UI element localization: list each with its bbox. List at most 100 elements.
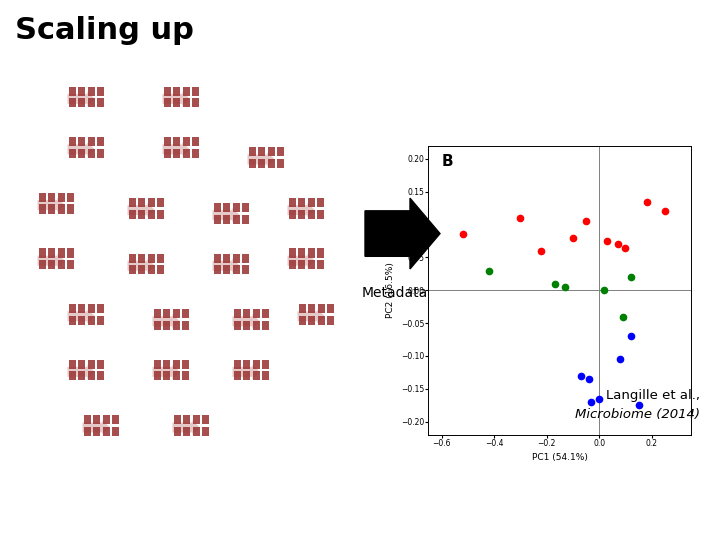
Bar	[307, 210, 315, 219]
Bar	[299, 316, 306, 325]
FancyArrow shape	[287, 203, 315, 217]
Bar	[97, 87, 104, 96]
Bar	[268, 159, 275, 168]
Bar	[97, 360, 104, 369]
FancyArrow shape	[83, 420, 110, 435]
Bar	[48, 193, 55, 202]
Bar	[289, 248, 296, 258]
Bar	[262, 321, 269, 330]
Bar	[248, 147, 256, 157]
Bar	[182, 372, 189, 381]
Bar	[318, 210, 324, 219]
Bar	[174, 427, 181, 436]
Text: .ca: .ca	[695, 509, 713, 522]
Bar	[318, 304, 325, 313]
Text: Microbiome (2014): Microbiome (2014)	[575, 408, 700, 421]
Bar	[129, 265, 135, 274]
Bar	[318, 248, 324, 258]
Bar	[68, 360, 76, 369]
Bar	[234, 360, 240, 369]
Bar	[174, 98, 180, 107]
Bar	[214, 254, 221, 262]
FancyArrow shape	[212, 208, 240, 222]
FancyArrow shape	[68, 364, 95, 379]
Bar	[78, 372, 85, 381]
FancyArrow shape	[153, 364, 180, 379]
Bar	[68, 137, 76, 146]
Bar	[78, 98, 85, 107]
Bar	[233, 203, 240, 212]
FancyArrow shape	[248, 152, 275, 167]
Bar	[183, 415, 190, 424]
Bar	[253, 321, 260, 330]
Bar	[233, 214, 240, 224]
FancyArrow shape	[68, 142, 95, 157]
Bar	[153, 321, 161, 330]
Bar	[48, 260, 55, 269]
Bar	[129, 254, 135, 262]
Bar	[88, 372, 95, 381]
Bar	[289, 210, 296, 219]
Bar	[78, 137, 85, 146]
Bar	[318, 198, 324, 207]
Bar	[163, 98, 171, 107]
Bar	[262, 372, 269, 381]
Bar	[78, 316, 85, 325]
FancyArrow shape	[37, 253, 65, 268]
Bar	[68, 316, 76, 325]
Bar	[84, 415, 91, 424]
Bar	[97, 316, 104, 325]
Bar	[173, 321, 180, 330]
Bar	[308, 316, 315, 325]
Text: Metadata: Metadata	[362, 286, 428, 300]
Text: Scaling up: Scaling up	[15, 16, 194, 45]
Bar	[129, 198, 135, 207]
Bar	[67, 193, 74, 202]
FancyArrow shape	[68, 92, 95, 106]
Bar	[39, 248, 45, 258]
Bar	[192, 137, 199, 146]
FancyArrow shape	[37, 198, 65, 212]
Bar	[153, 309, 161, 318]
Bar	[307, 198, 315, 207]
Bar	[298, 260, 305, 269]
Bar	[48, 205, 55, 214]
Bar	[234, 309, 240, 318]
Bar	[67, 248, 74, 258]
Bar	[262, 360, 269, 369]
Bar	[202, 427, 210, 436]
Bar	[253, 360, 260, 369]
Bar	[182, 360, 189, 369]
Bar	[174, 87, 180, 96]
Bar	[214, 214, 221, 224]
Bar	[157, 265, 164, 274]
Bar	[307, 248, 315, 258]
FancyArrow shape	[173, 420, 200, 435]
Bar	[242, 254, 249, 262]
Bar	[234, 321, 240, 330]
Bar	[78, 149, 85, 158]
Bar	[262, 309, 269, 318]
Bar	[148, 210, 155, 219]
Bar	[242, 265, 249, 274]
Bar	[112, 427, 120, 436]
Bar	[163, 309, 170, 318]
Bar	[163, 87, 171, 96]
Bar	[182, 309, 189, 318]
Bar	[258, 147, 265, 157]
Bar	[242, 214, 249, 224]
FancyArrow shape	[233, 364, 260, 379]
FancyArrow shape	[365, 198, 440, 269]
Bar	[277, 159, 284, 168]
Y-axis label: PC2 (16.5%): PC2 (16.5%)	[387, 262, 395, 318]
Bar	[97, 372, 104, 381]
FancyArrow shape	[163, 142, 190, 157]
Bar	[97, 137, 104, 146]
FancyArrow shape	[212, 259, 240, 273]
Bar	[157, 210, 164, 219]
Bar	[253, 309, 260, 318]
Bar	[153, 372, 161, 381]
Bar	[193, 427, 199, 436]
Bar	[174, 149, 180, 158]
Bar	[182, 321, 189, 330]
